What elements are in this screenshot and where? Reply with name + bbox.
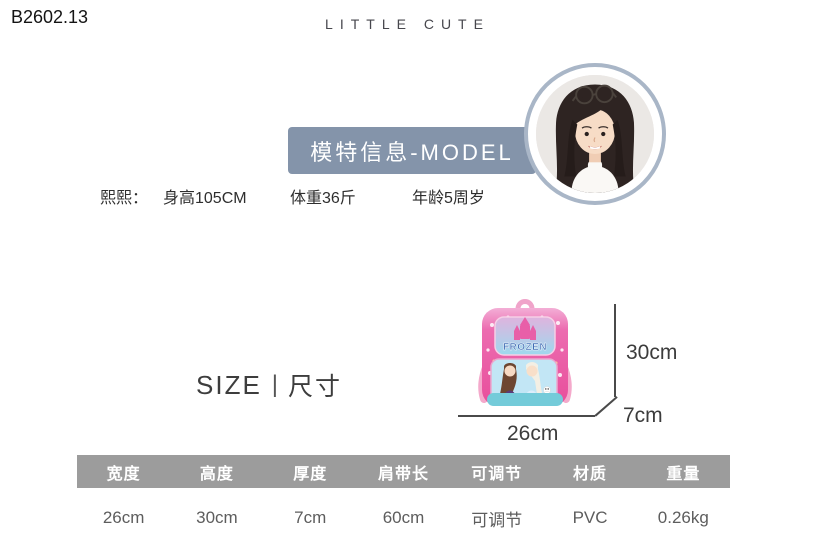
spec-header-height: 高度 <box>199 465 234 483</box>
spec-header-width: 宽度 <box>106 465 141 483</box>
model-height: 身高105CM <box>163 190 247 207</box>
model-banner-label: 模特信息-MODEL <box>310 139 514 165</box>
size-title-en: SIZE <box>196 369 262 400</box>
size-title-cn: 尺寸 <box>288 373 343 401</box>
spec-value-strap: 60cm <box>382 508 425 527</box>
model-banner: 模特信息-MODEL <box>288 127 536 174</box>
product-code: B2602.13 <box>11 7 89 27</box>
dim-line-depth <box>594 396 618 417</box>
spec-value-adjustable: 可调节 <box>471 510 523 530</box>
dim-label-depth: 7cm <box>623 404 663 427</box>
frozen-backpack-icon: FROZEN <box>478 295 572 411</box>
dim-line-width <box>458 415 595 417</box>
model-photo <box>524 63 666 205</box>
spec-header-adjustable: 可调节 <box>471 465 523 483</box>
model-info-row: 熙熙： 身高105CM 体重36斤 年龄5周岁 <box>0 184 520 207</box>
model-age: 年龄5周岁 <box>412 190 485 207</box>
dim-label-height: 30cm <box>626 341 678 364</box>
dim-line-height <box>614 304 616 397</box>
dim-label-width: 26cm <box>507 422 559 445</box>
size-title-divider: | <box>271 371 279 398</box>
spec-value-material: PVC <box>572 508 608 527</box>
spec-value-height: 30cm <box>196 508 238 527</box>
castle-icon <box>514 317 536 340</box>
spec-header-weight: 重量 <box>666 465 701 483</box>
spec-header-material: 材质 <box>573 465 608 483</box>
child-portrait-icon <box>536 75 654 193</box>
size-title: SIZE | 尺寸 <box>196 367 342 403</box>
model-weight: 体重36斤 <box>290 190 356 207</box>
spec-table-header: 宽度 高度 厚度 肩带长 可调节 材质 重量 <box>77 455 730 488</box>
spec-table-values: 26cm 30cm 7cm 60cm 可调节 PVC 0.26kg <box>77 503 730 533</box>
model-name: 熙熙： <box>100 190 149 207</box>
spec-value-weight: 0.26kg <box>657 508 709 527</box>
spec-value-thickness: 7cm <box>294 508 327 527</box>
spec-header-strap: 肩带长 <box>377 465 429 483</box>
bag-brand-text: FROZEN <box>503 342 547 353</box>
brand-title: LITTLE CUTE <box>325 16 490 32</box>
spec-header-thickness: 厚度 <box>293 465 328 483</box>
spec-value-width: 26cm <box>102 508 145 527</box>
